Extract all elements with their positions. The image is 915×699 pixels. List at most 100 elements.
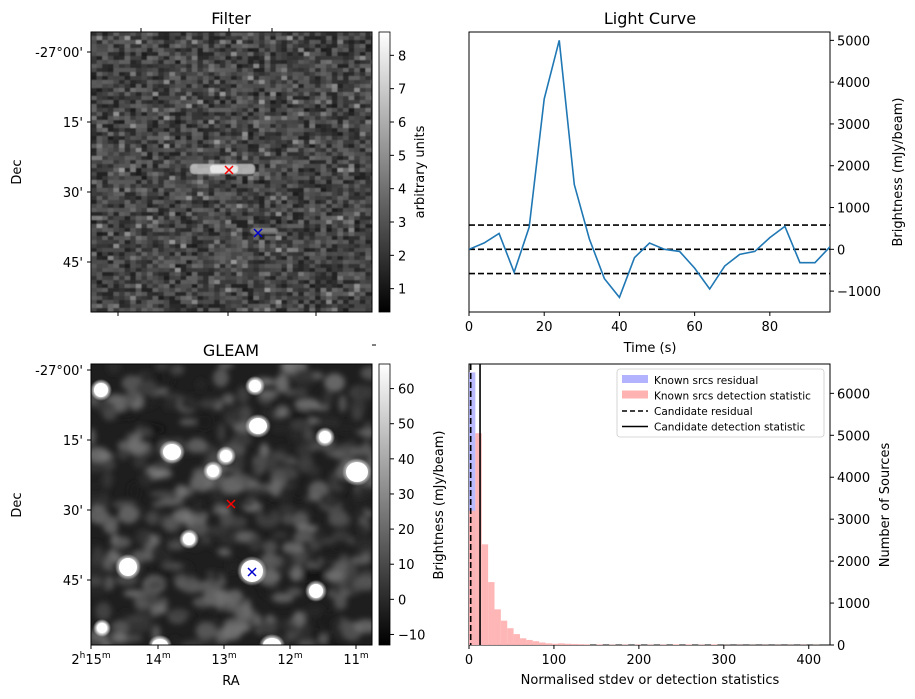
- lightcurve-x-tick-label: 60: [686, 320, 703, 335]
- filter-panel: Filter -27°00' 15' 30' 45' Dec 1 2 3 4 5 6 7 8 arb…: [10, 9, 428, 346]
- detection-bar: [711, 644, 718, 645]
- filter-colorbar-tick-label: 7: [398, 83, 406, 98]
- gleam-axes-frame: [90, 363, 373, 646]
- filter-colorbar-tick-label: 5: [398, 149, 406, 164]
- gleam-panel: GLEAM -27°00' 15' 30' 45' 2h15m 14m 13m 12m 11m…: [10, 341, 425, 689]
- detection-bar: [481, 544, 489, 645]
- lightcurve-axes-frame: [468, 31, 831, 313]
- gleam-colorbar-tick-label: −10: [398, 628, 425, 643]
- filter-ylabel: Dec: [10, 159, 25, 184]
- histogram-x-tick-label: 0: [465, 653, 473, 668]
- histogram-bars: [469, 372, 820, 645]
- detection-bar: [570, 643, 578, 645]
- detection-bar: [488, 582, 495, 645]
- detection-bar: [545, 643, 552, 645]
- histogram-ylabel: Number of Sources: [878, 443, 893, 568]
- detection-bar: [558, 643, 565, 645]
- filter-top-ticks: [117, 28, 376, 346]
- filter-title: Filter: [211, 9, 251, 28]
- histogram-x-tick-label: 200: [626, 653, 651, 668]
- lightcurve-y-ticks: −1000 0 1000 2000 3000 4000 5000: [830, 34, 881, 300]
- histogram-y-tick-label: 5000: [837, 429, 870, 444]
- filter-reference-x: [253, 228, 263, 238]
- gleam-reference-x: [247, 567, 257, 577]
- lightcurve-x-tick-label: 40: [611, 320, 628, 335]
- detection-bar: [685, 644, 692, 645]
- lightcurve-y-tick-label: 1000: [837, 202, 870, 217]
- legend-label: Known srcs detection statistic: [654, 391, 811, 403]
- legend-swatch: [622, 390, 648, 399]
- lightcurve-threshold-lines: [469, 224, 830, 275]
- gleam-colorbar-tick-label: 20: [398, 523, 415, 538]
- detection-bar: [564, 643, 571, 645]
- histogram-y-ticks: 0 1000 2000 3000 4000 5000 6000: [830, 387, 870, 654]
- histogram-y-tick-label: 6000: [837, 387, 870, 402]
- gleam-colorbar-tick-label: 30: [398, 488, 415, 503]
- detection-bar: [583, 644, 591, 645]
- detection-bar: [500, 620, 508, 645]
- gleam-title: GLEAM: [203, 341, 259, 360]
- lightcurve-y-tick-label: 4000: [837, 76, 870, 91]
- legend-swatch: [622, 375, 648, 383]
- gleam-x-tick-label: 2h15m: [71, 651, 110, 668]
- lightcurve-ylabel: Brightness (mJy/beam): [891, 98, 906, 247]
- lightcurve-x-tick-label: 0: [465, 320, 473, 335]
- filter-y-ticks: -27°00' 15' 30' 45': [35, 46, 91, 271]
- filter-colorbar-ticks: 1 2 3 4 5 6 7 8: [390, 49, 406, 298]
- histogram-y-tick-label: 0: [837, 639, 845, 654]
- histogram-panel: 0 100 200 300 400 0100020003000400050006000 …: [432, 363, 893, 688]
- filter-reference-marker: [253, 228, 263, 238]
- detection-bar: [539, 642, 546, 645]
- filter-colorbar-tick-label: 3: [398, 216, 406, 231]
- histogram-x-tick-label: 300: [711, 653, 736, 668]
- gleam-candidate-x: [226, 499, 236, 509]
- gleam-colorbar-tick-label: 50: [398, 418, 415, 433]
- lightcurve-series-line: [469, 40, 830, 299]
- lightcurve-x-tick-label: 20: [536, 320, 553, 335]
- gleam-colorbar: [378, 363, 391, 646]
- lightcurve-y-tick-label: −1000: [837, 285, 881, 300]
- gleam-xlabel: RA: [222, 674, 240, 689]
- filter-axes-frame: [90, 31, 373, 313]
- filter-y-tick-label: 45': [63, 256, 83, 271]
- detection-bar: [577, 644, 584, 645]
- filter-y-tick-label: 30': [63, 186, 83, 201]
- filter-colorbar: [378, 31, 391, 313]
- gleam-x-tick-label: 14m: [145, 651, 170, 668]
- histogram-candidate-lines: [469, 364, 481, 645]
- legend-label: Candidate detection statistic: [654, 422, 806, 434]
- gleam-colorbar-tick-label: 60: [398, 383, 415, 398]
- filter-candidate-marker: [224, 165, 234, 175]
- gleam-y-tick-label: -27°00': [35, 364, 83, 379]
- legend-label: Candidate residual: [654, 406, 753, 418]
- detection-bar: [475, 433, 482, 645]
- gleam-image: [91, 364, 372, 645]
- detection-bar: [519, 638, 527, 645]
- gleam-colorbar-tick-label: 40: [398, 453, 415, 468]
- histogram-y-tick-label: 3000: [837, 513, 870, 528]
- filter-colorbar-tick-label: 8: [398, 49, 406, 64]
- histogram-y-tick-label: 1000: [837, 597, 870, 612]
- filter-y-tick-label: 15': [63, 116, 83, 131]
- residual-bar: [469, 372, 476, 645]
- detection-bar: [507, 628, 514, 645]
- gleam-y-tick-label: 30': [63, 504, 83, 519]
- filter-candidate-x: [224, 165, 234, 175]
- lightcurve-y-tick-label: 2000: [837, 160, 870, 175]
- lightcurve-x-ticks: 0 20 40 60 80: [465, 312, 778, 335]
- histogram-left-label: Brightness (mJy/beam): [432, 431, 447, 580]
- filter-image: [91, 32, 372, 312]
- gleam-reference-marker: [247, 567, 257, 577]
- filter-colorbar-tick-label: 6: [398, 116, 406, 131]
- gleam-y-tick-label: 45': [63, 574, 83, 589]
- detection-bar: [596, 644, 603, 645]
- detection-bar: [532, 641, 540, 645]
- lightcurve-y-tick-label: 0: [837, 243, 845, 258]
- histogram-y-tick-label: 4000: [837, 471, 870, 486]
- legend-frame: [616, 368, 825, 438]
- histogram-x-tick-label: 100: [542, 653, 567, 668]
- gleam-candidate-marker: [226, 499, 236, 509]
- gleam-ylabel: Dec: [10, 492, 25, 517]
- legend-label: Known srcs residual: [654, 375, 758, 387]
